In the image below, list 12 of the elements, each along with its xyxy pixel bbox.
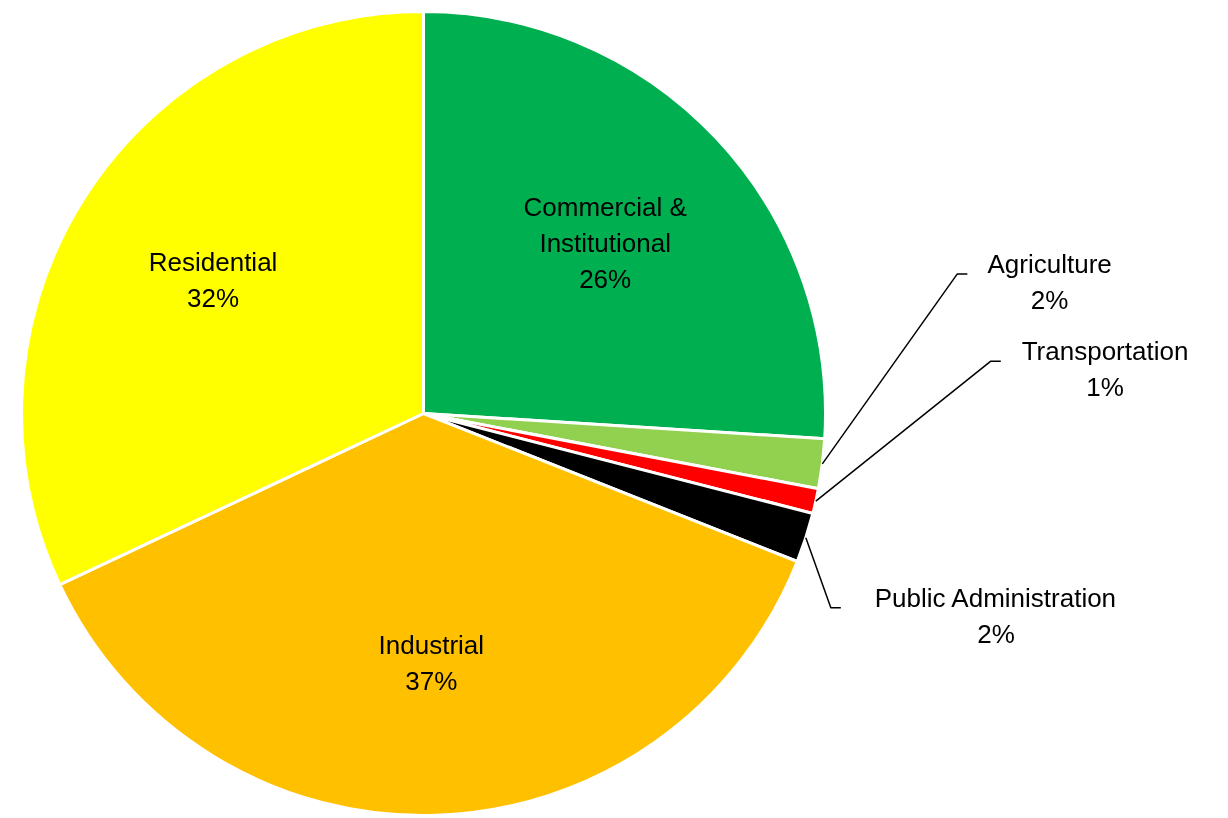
- data-label: 2%: [977, 618, 1015, 649]
- data-label: 37%: [405, 665, 458, 696]
- data-label: 26%: [579, 263, 632, 294]
- data-label: 1%: [1086, 372, 1124, 403]
- slice-label: Public Administration: [874, 582, 1117, 613]
- slice-label: Industrial: [378, 629, 485, 660]
- slice-label: Transportation: [1021, 336, 1189, 367]
- slice-label: Residential: [148, 246, 278, 277]
- data-label: 2%: [1030, 284, 1069, 315]
- slice-label: Agriculture: [987, 248, 1112, 279]
- slice-label: Commercial & Institutional: [523, 191, 687, 258]
- data-label: 32%: [187, 282, 240, 313]
